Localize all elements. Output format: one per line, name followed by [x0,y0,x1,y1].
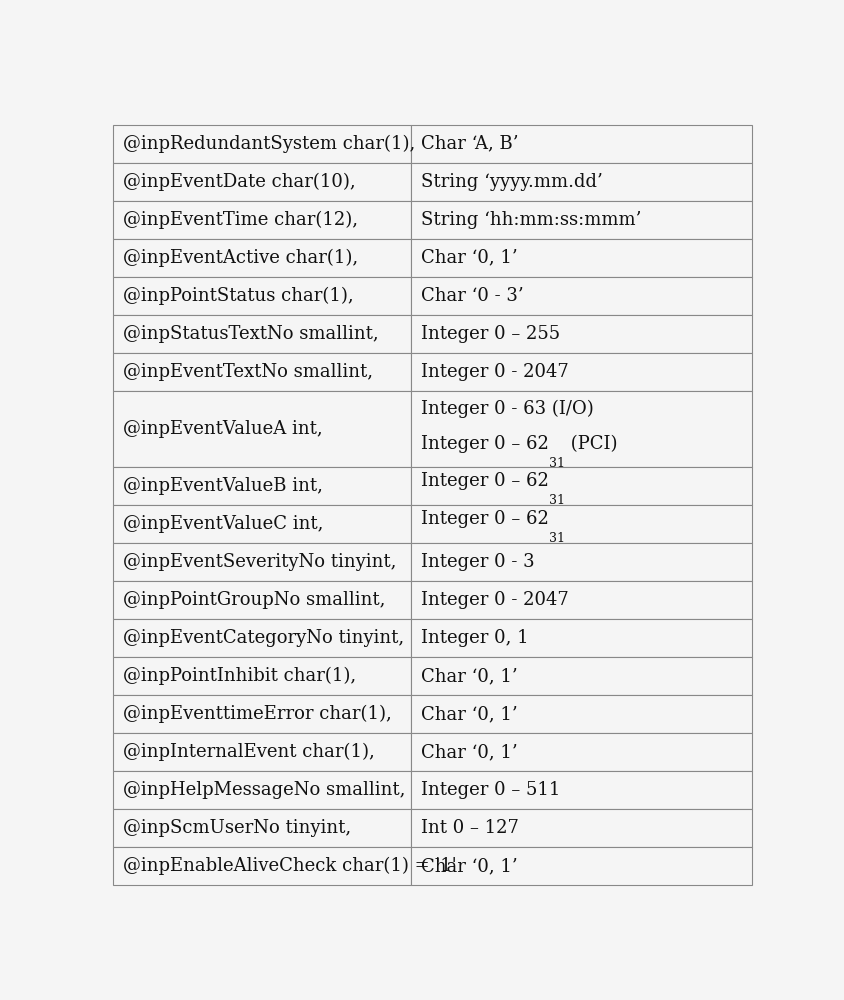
Text: Integer 0, 1: Integer 0, 1 [421,629,528,647]
Text: @inpEventActive char(1),: @inpEventActive char(1), [123,249,359,267]
Bar [411,505,752,543]
Text: Integer 0 - 2047: Integer 0 - 2047 [421,363,569,381]
Text: Integer 0 – 511: Integer 0 – 511 [421,781,560,799]
Bar [411,125,752,163]
Bar [113,239,411,277]
Bar [113,733,411,771]
Text: Integer 0 - 2047: Integer 0 - 2047 [421,591,569,609]
Text: Char ‘0, 1’: Char ‘0, 1’ [421,667,517,685]
Text: 31: 31 [549,532,565,545]
Text: Char ‘0, 1’: Char ‘0, 1’ [421,743,517,761]
Bar [411,391,752,467]
Text: @inpEventTime char(12),: @inpEventTime char(12), [123,211,359,229]
Text: @inpEventtimeError char(1),: @inpEventtimeError char(1), [123,705,392,723]
Text: @inpEventTextNo smallint,: @inpEventTextNo smallint, [123,363,373,381]
Text: Integer 0 - 3: Integer 0 - 3 [421,553,534,571]
Bar [411,467,752,505]
Text: Char ‘0, 1’: Char ‘0, 1’ [421,857,517,875]
Bar [113,695,411,733]
Bar [113,277,411,315]
Text: @inpEventValueB int,: @inpEventValueB int, [123,477,323,495]
Bar [411,695,752,733]
Text: Integer 0 – 62: Integer 0 – 62 [421,510,549,528]
Bar [113,391,411,467]
Text: Char ‘0, 1’: Char ‘0, 1’ [421,705,517,723]
Bar [113,467,411,505]
Bar [113,505,411,543]
Text: @inpHelpMessageNo smallint,: @inpHelpMessageNo smallint, [123,781,406,799]
Bar [411,239,752,277]
Text: Int 0 – 127: Int 0 – 127 [421,819,519,837]
Bar [113,581,411,619]
Text: @inpPointGroupNo smallint,: @inpPointGroupNo smallint, [123,591,386,609]
Text: String ‘yyyy.mm.dd’: String ‘yyyy.mm.dd’ [421,173,603,191]
Bar [113,847,411,885]
Bar [113,543,411,581]
Bar [411,581,752,619]
Text: @inpEventValueC int,: @inpEventValueC int, [123,515,324,533]
Text: @inpInternalEvent char(1),: @inpInternalEvent char(1), [123,743,375,761]
Text: (PCI): (PCI) [565,435,617,453]
Bar [113,125,411,163]
Bar [411,733,752,771]
Bar [113,163,411,201]
Text: @inpEventDate char(10),: @inpEventDate char(10), [123,173,356,191]
Bar [411,353,752,391]
Text: 31: 31 [549,457,565,470]
Text: @inpEventSeverityNo tinyint,: @inpEventSeverityNo tinyint, [123,553,397,571]
Bar [113,619,411,657]
Bar [411,277,752,315]
Text: Integer 0 – 62: Integer 0 – 62 [421,435,549,453]
Text: @inpScmUserNo tinyint,: @inpScmUserNo tinyint, [123,819,351,837]
Bar [113,657,411,695]
Bar [411,619,752,657]
Bar [113,201,411,239]
Bar [113,353,411,391]
Bar [411,809,752,847]
Bar [411,163,752,201]
Text: @inpEventValueA int,: @inpEventValueA int, [123,420,323,438]
Text: @inpEnableAliveCheck char(1) = '1': @inpEnableAliveCheck char(1) = '1' [123,857,457,875]
Text: @inpStatusTextNo smallint,: @inpStatusTextNo smallint, [123,325,379,343]
Bar [113,315,411,353]
Text: Integer 0 – 255: Integer 0 – 255 [421,325,560,343]
Bar [411,771,752,809]
Text: String ‘hh:mm:ss:mmm’: String ‘hh:mm:ss:mmm’ [421,211,641,229]
Text: Char ‘0, 1’: Char ‘0, 1’ [421,249,517,267]
Bar [113,771,411,809]
Text: Char ‘0 - 3’: Char ‘0 - 3’ [421,287,523,305]
Text: @inpEventCategoryNo tinyint,: @inpEventCategoryNo tinyint, [123,629,404,647]
Bar [411,847,752,885]
Text: Integer 0 - 63 (I/O): Integer 0 - 63 (I/O) [421,399,593,418]
Text: 31: 31 [549,494,565,507]
Text: @inpPointStatus char(1),: @inpPointStatus char(1), [123,287,354,305]
Text: @inpPointInhibit char(1),: @inpPointInhibit char(1), [123,667,356,685]
Bar [411,543,752,581]
Bar [411,315,752,353]
Text: Char ‘A, B’: Char ‘A, B’ [421,135,518,153]
Bar [411,201,752,239]
Text: @inpRedundantSystem char(1),: @inpRedundantSystem char(1), [123,135,415,153]
Text: Integer 0 – 62: Integer 0 – 62 [421,472,549,490]
Bar [113,809,411,847]
Bar [411,657,752,695]
